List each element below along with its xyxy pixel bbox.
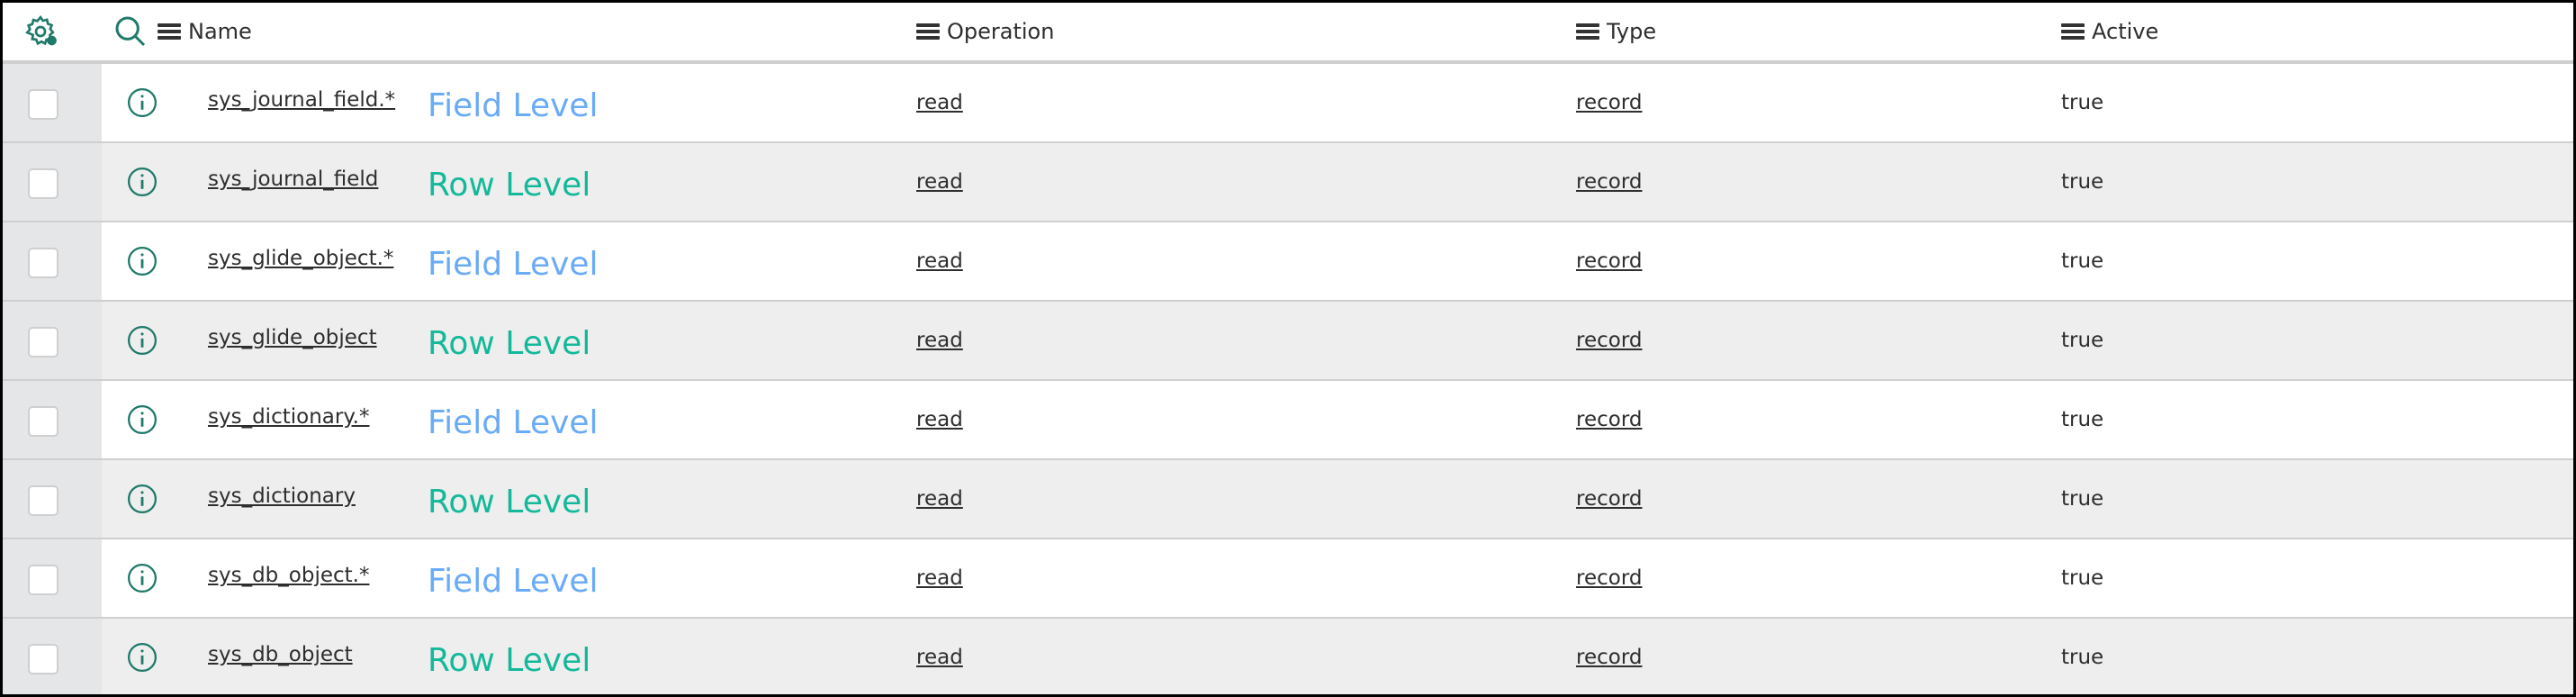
name-link[interactable]: sys_db_object bbox=[208, 643, 353, 666]
row-checkbox[interactable] bbox=[28, 89, 59, 120]
type-link[interactable]: record bbox=[1576, 566, 1643, 590]
table-header: Name Operation Type Active bbox=[3, 3, 2573, 64]
select-cell bbox=[3, 619, 102, 694]
info-icon[interactable] bbox=[127, 246, 158, 276]
column-label: Active bbox=[2092, 19, 2159, 44]
column-label: Operation bbox=[947, 19, 1055, 44]
column-label: Type bbox=[1607, 19, 1657, 44]
info-icon[interactable] bbox=[127, 484, 158, 514]
operation-link[interactable]: read bbox=[916, 249, 963, 273]
operation-link[interactable]: read bbox=[916, 170, 963, 194]
level-label: Row Level bbox=[428, 641, 591, 679]
type-link[interactable]: record bbox=[1576, 170, 1643, 194]
column-menu-icon[interactable] bbox=[158, 23, 181, 40]
operation-link[interactable]: read bbox=[916, 329, 963, 352]
operation-link[interactable]: read bbox=[916, 487, 963, 511]
table-row: sys_journal_field.* Field Level read rec… bbox=[3, 64, 2573, 143]
row-checkbox[interactable] bbox=[28, 565, 59, 595]
name-link[interactable]: sys_glide_object bbox=[208, 326, 377, 349]
table-row: sys_glide_object Row Level read record t… bbox=[3, 302, 2573, 381]
type-link[interactable]: record bbox=[1576, 487, 1643, 511]
active-value: true bbox=[2061, 566, 2104, 590]
select-cell bbox=[3, 64, 102, 141]
type-link[interactable]: record bbox=[1576, 408, 1643, 431]
name-link[interactable]: sys_db_object.* bbox=[208, 564, 370, 587]
row-checkbox[interactable] bbox=[28, 168, 59, 199]
operation-link[interactable]: read bbox=[916, 646, 963, 669]
select-cell bbox=[3, 460, 102, 538]
row-checkbox[interactable] bbox=[28, 248, 59, 278]
name-link[interactable]: sys_journal_field.* bbox=[208, 88, 396, 112]
select-cell bbox=[3, 302, 102, 379]
type-link[interactable]: record bbox=[1576, 329, 1643, 352]
active-value: true bbox=[2061, 646, 2104, 669]
info-icon[interactable] bbox=[127, 167, 158, 197]
type-link[interactable]: record bbox=[1576, 91, 1643, 114]
gear-icon[interactable] bbox=[23, 3, 59, 60]
table-row: sys_db_object Row Level read record true bbox=[3, 619, 2573, 694]
type-link[interactable]: record bbox=[1576, 249, 1643, 273]
column-header-name[interactable]: Name bbox=[158, 3, 252, 60]
column-header-type[interactable]: Type bbox=[1576, 3, 1656, 60]
name-link[interactable]: sys_journal_field bbox=[208, 167, 379, 191]
search-icon[interactable] bbox=[113, 3, 149, 60]
info-icon[interactable] bbox=[127, 642, 158, 673]
row-checkbox[interactable] bbox=[28, 327, 59, 358]
row-checkbox[interactable] bbox=[28, 644, 59, 674]
name-link[interactable]: sys_dictionary bbox=[208, 484, 356, 508]
column-menu-icon[interactable] bbox=[2061, 23, 2085, 40]
info-icon[interactable] bbox=[127, 563, 158, 593]
table-row: sys_dictionary Row Level read record tru… bbox=[3, 460, 2573, 539]
active-value: true bbox=[2061, 329, 2104, 352]
active-value: true bbox=[2061, 170, 2104, 194]
level-label: Row Level bbox=[428, 324, 591, 362]
select-cell bbox=[3, 222, 102, 300]
level-label: Field Level bbox=[428, 245, 599, 283]
level-label: Row Level bbox=[428, 483, 591, 520]
column-menu-icon[interactable] bbox=[916, 23, 940, 40]
column-header-active[interactable]: Active bbox=[2061, 3, 2158, 60]
table-row: sys_glide_object.* Field Level read reco… bbox=[3, 222, 2573, 302]
name-link[interactable]: sys_dictionary.* bbox=[208, 405, 370, 429]
column-menu-icon[interactable] bbox=[1576, 23, 1599, 40]
active-value: true bbox=[2061, 91, 2104, 114]
active-value: true bbox=[2061, 249, 2104, 273]
level-label: Field Level bbox=[428, 86, 599, 124]
select-cell bbox=[3, 143, 102, 221]
operation-link[interactable]: read bbox=[916, 91, 963, 114]
name-link[interactable]: sys_glide_object.* bbox=[208, 247, 394, 270]
type-link[interactable]: record bbox=[1576, 646, 1643, 669]
table-row: sys_db_object.* Field Level read record … bbox=[3, 539, 2573, 619]
select-cell bbox=[3, 381, 102, 458]
active-value: true bbox=[2061, 408, 2104, 431]
active-value: true bbox=[2061, 487, 2104, 511]
select-cell bbox=[3, 539, 102, 617]
table-row: sys_dictionary.* Field Level read record… bbox=[3, 381, 2573, 460]
row-checkbox[interactable] bbox=[28, 485, 59, 516]
column-header-operation[interactable]: Operation bbox=[916, 3, 1054, 60]
info-icon[interactable] bbox=[127, 404, 158, 435]
level-label: Field Level bbox=[428, 403, 599, 441]
operation-link[interactable]: read bbox=[916, 566, 963, 590]
level-label: Field Level bbox=[428, 562, 599, 600]
table-row: sys_journal_field Row Level read record … bbox=[3, 143, 2573, 222]
info-icon[interactable] bbox=[127, 325, 158, 356]
info-icon[interactable] bbox=[127, 87, 158, 118]
level-label: Row Level bbox=[428, 166, 591, 204]
operation-link[interactable]: read bbox=[916, 408, 963, 431]
column-label: Name bbox=[188, 19, 252, 44]
row-checkbox[interactable] bbox=[28, 406, 59, 437]
